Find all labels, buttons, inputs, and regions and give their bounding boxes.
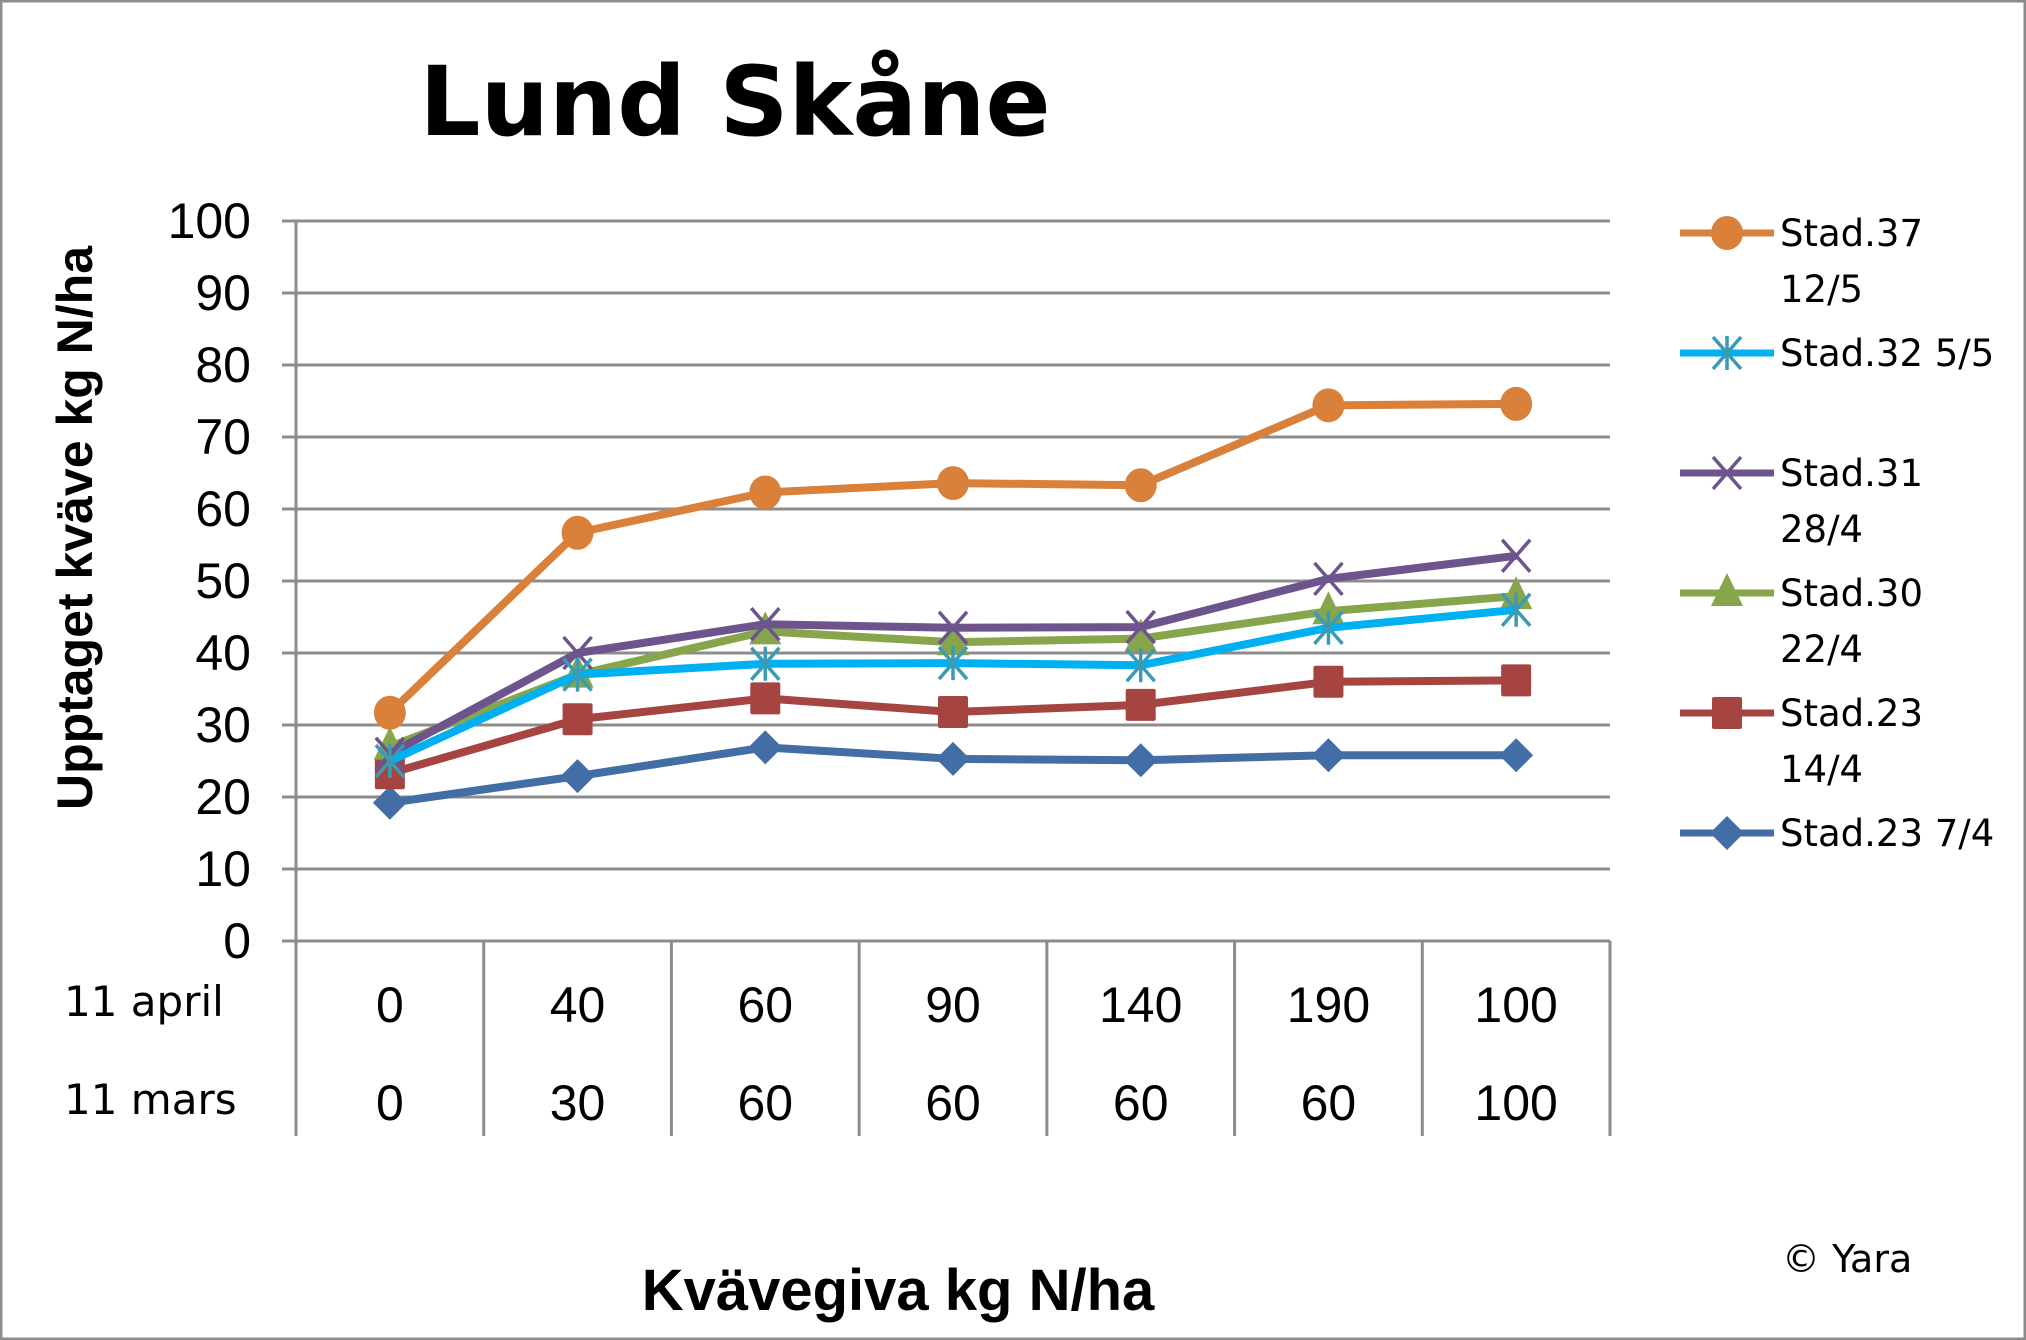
x-tick-label: 100 [1474,1075,1557,1131]
marker-diamond [1710,816,1744,850]
marker-asterisk [749,646,781,681]
marker-triangle [937,622,969,656]
marker-x [1711,455,1743,491]
x-axis-label: Kvävegiva kg N/ha [642,1258,1155,1323]
x-tick-label: 100 [1474,977,1557,1033]
marker-x [1313,561,1344,596]
y-axis-label: Upptaget kväve kg N/ha [47,245,103,810]
marker-diamond [748,730,783,765]
marker-circle [1711,216,1743,250]
legend-item: Stad.37 12/5 [1680,212,1923,311]
y-tick-label: 60 [195,481,251,537]
marker-x [1500,538,1532,573]
marker-circle [749,475,782,510]
x-tick-label: 60 [737,977,793,1033]
chart-title: Lund Skåne [419,46,1050,158]
marker-asterisk [1500,592,1532,627]
legend-label: 28/4 [1780,508,1863,551]
x-tick-label: 90 [925,977,981,1033]
series-stad-37-12-5 [373,386,1533,730]
legend-label: Stad.32 5/5 [1780,332,1994,375]
legend-label: Stad.31 [1780,452,1923,495]
legend-label: Stad.30 [1780,572,1923,615]
marker-asterisk [1125,648,1157,683]
legend-label: Stad.23 [1780,692,1923,735]
legend-label: 12/5 [1780,268,1863,311]
legend-item: Stad.31 28/4 [1680,452,1923,551]
marker-circle [373,695,406,730]
marker-diamond [936,741,970,776]
marker-square [1712,697,1742,729]
series-stad-23-7-4 [372,730,1534,820]
marker-diamond [560,759,595,794]
marker-circle [937,466,969,501]
marker-circle [1312,388,1345,423]
marker-triangle [1124,618,1157,652]
marker-triangle [1312,591,1345,625]
x-tick-label: 30 [550,1075,606,1131]
marker-square [938,696,968,729]
legend-item: Stad.23 14/4 [1680,692,1923,791]
x-tick-label: 60 [1113,1075,1169,1131]
marker-asterisk [937,645,969,681]
marker-asterisk [1313,610,1344,645]
marker-circle [1124,468,1157,503]
marker-diamond [1123,743,1158,778]
marker-square [1125,688,1156,721]
y-tick-label: 100 [168,193,251,249]
marker-x [937,610,969,645]
series-stad-32-5-5 [374,592,1532,779]
marker-diamond [372,785,407,820]
legend-item: Stad.30 22/4 [1680,572,1923,671]
marker-asterisk [374,743,406,779]
marker-triangle [1711,573,1743,606]
legend-item: Stad.23 7/4 [1680,812,1994,855]
y-tick-label: 20 [195,769,251,825]
legend-label: 22/4 [1780,628,1863,671]
x-tick-label: 60 [1301,1075,1357,1131]
marker-circle [1500,386,1533,421]
x-tick-label: 0 [376,977,404,1033]
x-tick-label: 60 [737,1075,793,1131]
legend-label: Stad.23 7/4 [1780,812,1994,855]
marker-square [1501,664,1532,697]
marker-square [750,682,781,715]
y-tick-label: 50 [195,553,251,609]
x-tick-label: 40 [550,977,606,1033]
category-row-label: 11 april [64,977,224,1026]
x-tick-label: 190 [1287,977,1370,1033]
legend-item: Stad.32 5/5 [1680,332,1994,375]
marker-diamond [1499,738,1534,773]
y-tick-label: 70 [195,409,251,465]
y-tick-label: 30 [195,697,251,753]
series-stad-23-14-4 [374,664,1532,790]
copyright: © Yara [1782,1237,1912,1281]
category-row-label: 11 mars [64,1075,237,1124]
y-tick-label: 90 [195,265,251,321]
marker-asterisk [1711,335,1743,371]
marker-square [1313,665,1344,698]
marker-x [749,607,781,642]
marker-circle [561,515,594,550]
legend-label: 14/4 [1780,748,1863,791]
y-tick-label: 40 [195,625,251,681]
y-tick-label: 0 [223,913,251,969]
x-tick-label: 0 [376,1075,404,1131]
marker-diamond [1311,738,1346,773]
marker-square [562,703,593,736]
marker-asterisk [562,657,593,692]
legend-label: Stad.37 [1780,212,1923,255]
marker-x [1125,609,1157,645]
y-tick-label: 80 [195,337,251,393]
x-tick-label: 140 [1099,977,1182,1033]
y-tick-label: 10 [195,841,251,897]
x-tick-label: 60 [925,1075,981,1131]
